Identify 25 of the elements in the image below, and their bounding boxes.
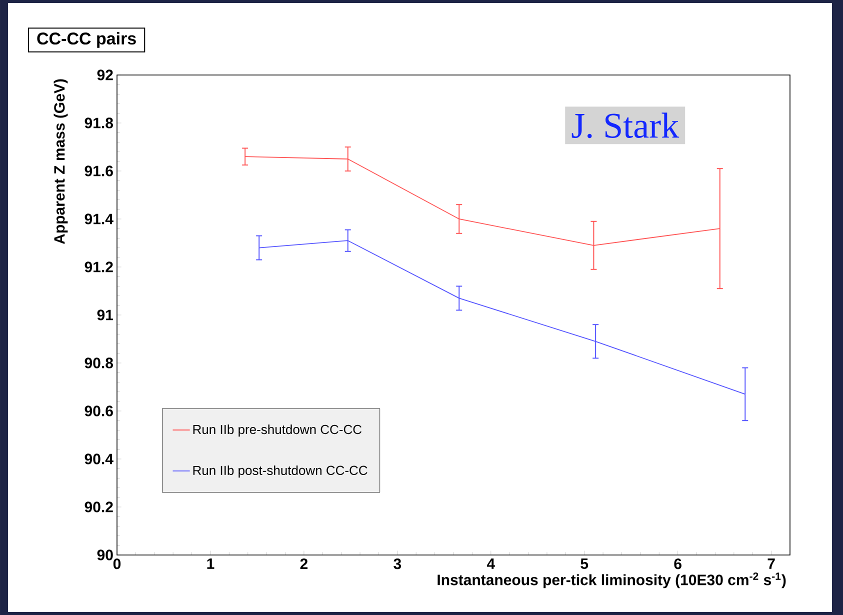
x-tick-label: 3 [394, 558, 402, 570]
annotation: J. Stark [572, 112, 680, 138]
x-axis-title: Instantaneous per-tick liminosity (10E30 cm$^{-2}$ s$^{-1}$) [438, 572, 786, 588]
y-tick-label: 91.4 [84, 214, 114, 224]
y-tick-label: 90.2 [84, 502, 113, 512]
x-tick-label: 7 [768, 558, 775, 569]
x-tick-label: 1 [207, 558, 214, 569]
y-axis-title: Apparent Z mass (GeV) [54, 79, 68, 244]
y-tick-label: 91.6 [84, 166, 113, 176]
x-tick-label: 2 [300, 558, 308, 569]
chart-title: CC-CC pairs [37, 32, 136, 48]
legend-label: Run IIb post-shutdown CC-CC [193, 465, 368, 478]
x-tick-label: 6 [674, 558, 682, 570]
y-tick-label: 90.6 [84, 406, 113, 416]
y-tick-label: 91.2 [84, 262, 113, 272]
y-tick-label: 90.8 [84, 358, 114, 368]
legend-label: Run IIb pre-shutdown CC-CC [193, 424, 362, 437]
x-tick-label: 5 [580, 558, 588, 569]
x-tick-label: 0 [113, 558, 121, 570]
y-tick-label: 90 [97, 550, 113, 560]
x-tick-label: 4 [486, 558, 495, 569]
y-tick-label: 92 [97, 70, 113, 80]
y-tick-label: 91.8 [84, 118, 114, 128]
y-tick-label: 90.4 [84, 454, 114, 464]
y-tick-label: 91 [97, 310, 114, 320]
